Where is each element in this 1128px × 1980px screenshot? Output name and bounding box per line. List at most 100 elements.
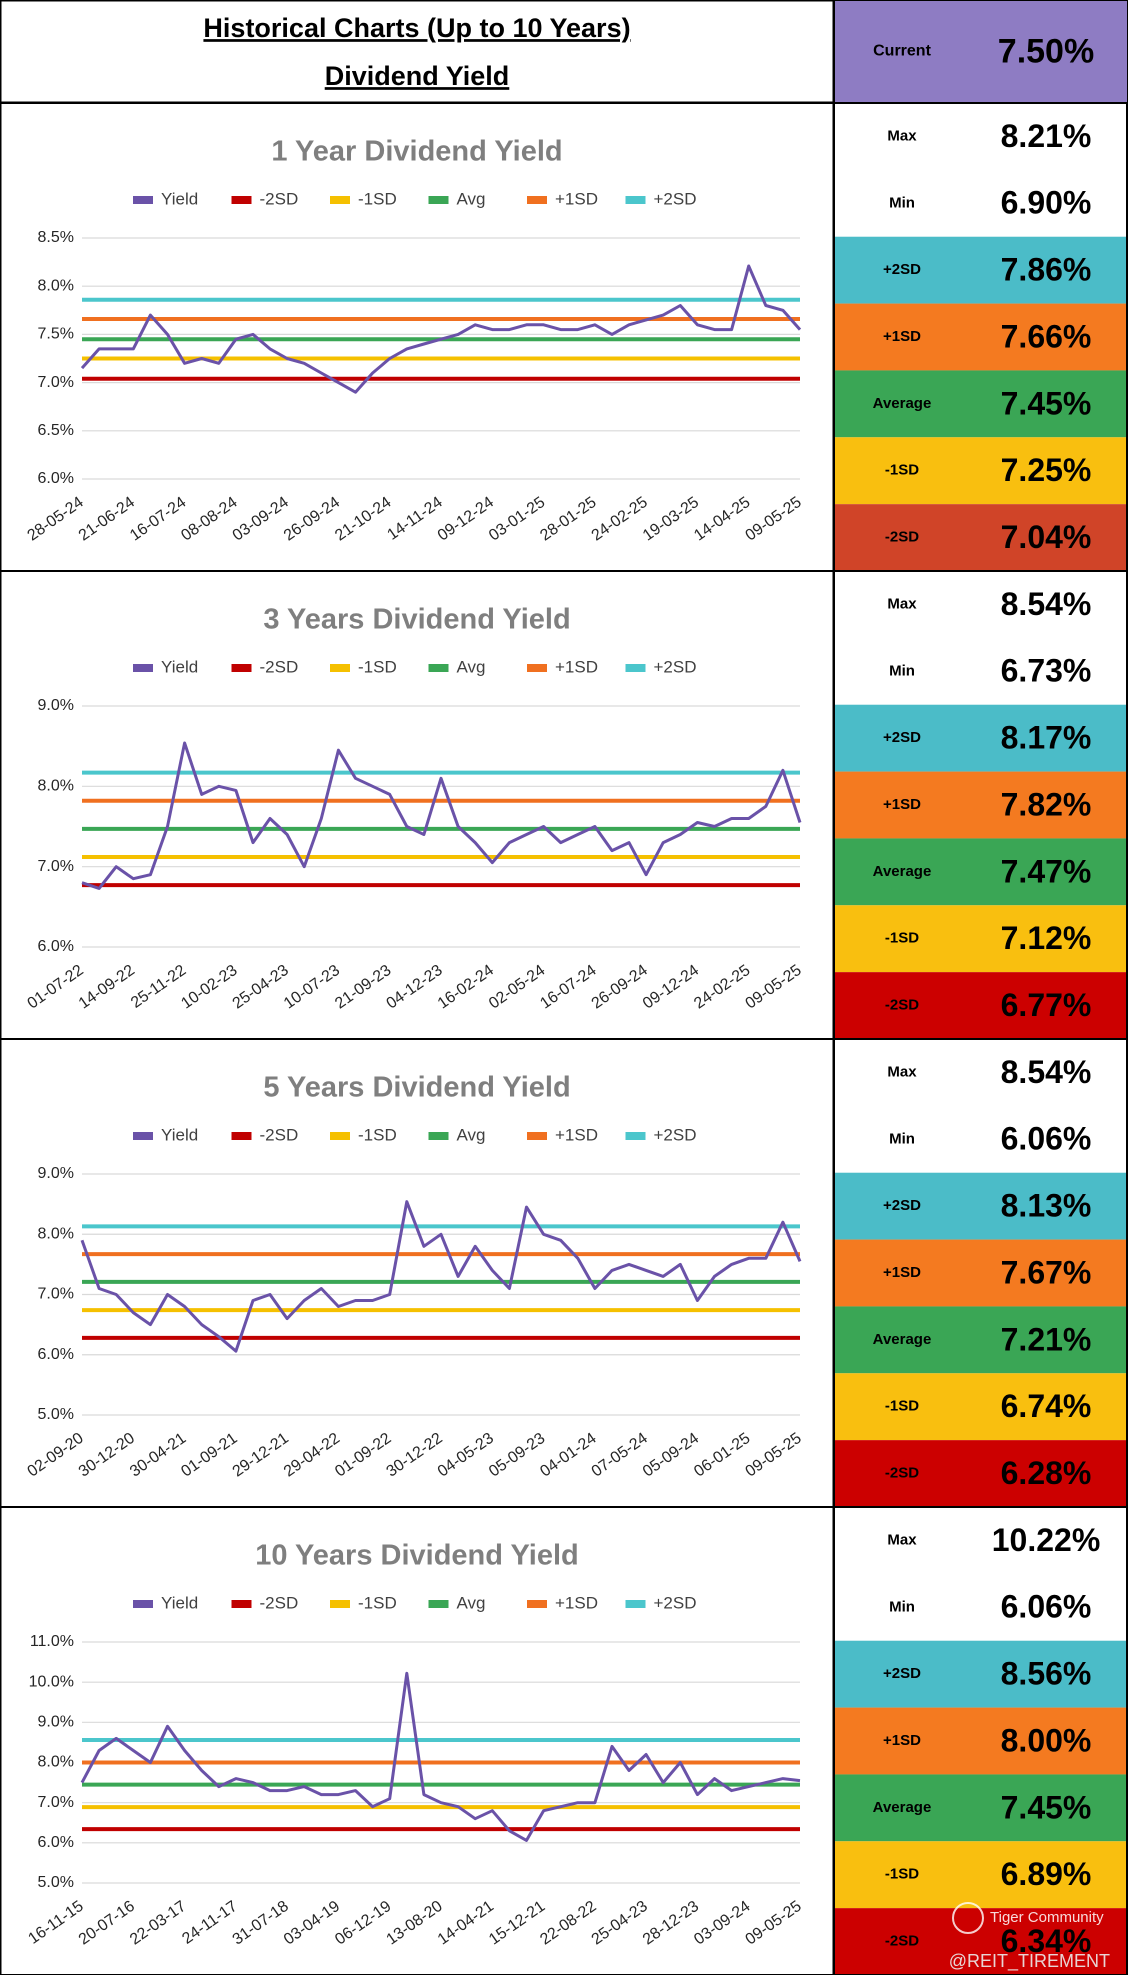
stat-value: 8.13% xyxy=(1001,1188,1092,1224)
legend-swatch xyxy=(133,1132,153,1140)
stat-value: 6.89% xyxy=(1001,1856,1092,1892)
chart-title: 1 Year Dividend Yield xyxy=(271,136,562,168)
legend-label: Avg xyxy=(457,189,486,208)
legend-label: +1SD xyxy=(555,1125,598,1144)
stat-cell xyxy=(834,1841,1128,1909)
stat-cell xyxy=(834,169,1128,237)
stat-label: +2SD xyxy=(883,1197,921,1214)
stat-value: 6.28% xyxy=(1001,1455,1092,1491)
watermark-brand: Tiger Community xyxy=(990,1909,1104,1926)
legend-swatch xyxy=(330,196,350,204)
stat-cell xyxy=(834,571,1128,638)
stat-cell xyxy=(834,1105,1128,1173)
y-tick-label: 7.0% xyxy=(38,858,74,875)
stat-label: -2SD xyxy=(885,997,919,1014)
y-tick-label: 10.0% xyxy=(29,1673,74,1690)
y-tick-label: 6.0% xyxy=(38,1834,74,1851)
stat-label: +2SD xyxy=(883,261,921,278)
y-tick-label: 8.0% xyxy=(38,778,74,795)
stat-label: -1SD xyxy=(885,930,919,947)
stat-value: 6.34% xyxy=(1001,1923,1092,1959)
y-tick-label: 9.0% xyxy=(38,1714,74,1731)
current-cell xyxy=(833,0,1128,104)
stat-cell xyxy=(834,771,1128,839)
legend-swatch xyxy=(428,1132,449,1140)
stat-label: -2SD xyxy=(885,1465,919,1482)
stat-label: Max xyxy=(887,1063,917,1080)
stat-value: 8.56% xyxy=(1001,1656,1092,1692)
legend-swatch xyxy=(625,1132,646,1140)
stat-value: 7.86% xyxy=(1001,252,1092,288)
stat-value: 6.74% xyxy=(1001,1388,1092,1424)
y-tick-label: 8.0% xyxy=(38,1225,74,1242)
legend-label: Yield xyxy=(161,657,198,676)
legend-label: Avg xyxy=(457,1125,486,1144)
legend-swatch xyxy=(231,1600,252,1608)
stat-cell xyxy=(834,1507,1128,1574)
stat-cell xyxy=(834,370,1128,438)
stat-value: 8.54% xyxy=(1001,1054,1092,1090)
stat-value: 6.06% xyxy=(1001,1121,1092,1157)
legend-swatch xyxy=(625,196,646,204)
stat-cell xyxy=(834,905,1128,973)
legend-label: -1SD xyxy=(358,1593,397,1612)
stat-value: 8.00% xyxy=(1001,1722,1092,1758)
stat-value: 7.04% xyxy=(1001,519,1092,555)
y-tick-label: 8.5% xyxy=(38,229,74,246)
stat-cell xyxy=(834,1039,1128,1106)
legend-label: +1SD xyxy=(555,1593,598,1612)
stat-label: Max xyxy=(887,1531,917,1548)
stat-value: 6.77% xyxy=(1001,987,1092,1023)
stat-label: +2SD xyxy=(883,729,921,746)
legend-label: +2SD xyxy=(654,1125,697,1144)
y-tick-label: 6.0% xyxy=(38,1346,74,1363)
legend-label: +1SD xyxy=(555,189,598,208)
y-tick-label: 7.0% xyxy=(38,374,74,391)
y-tick-label: 8.0% xyxy=(38,277,74,294)
stat-value: 6.73% xyxy=(1001,653,1092,689)
stat-cell xyxy=(834,1908,1128,1975)
legend-label: -2SD xyxy=(260,1125,299,1144)
stat-value: 7.21% xyxy=(1001,1321,1092,1357)
stat-label: -2SD xyxy=(885,529,919,546)
y-tick-label: 7.0% xyxy=(38,1286,74,1303)
stat-cell xyxy=(834,704,1128,772)
legend-swatch xyxy=(428,664,449,672)
legend-swatch xyxy=(330,1132,350,1140)
stat-cell xyxy=(834,1373,1128,1441)
legend-label: Yield xyxy=(161,189,198,208)
legend-label: +2SD xyxy=(654,189,697,208)
chart-title: 5 Years Dividend Yield xyxy=(263,1072,570,1104)
stat-label: Average xyxy=(873,1799,932,1816)
stat-cell xyxy=(834,1573,1128,1641)
legend-label: Yield xyxy=(161,1125,198,1144)
legend-label: -1SD xyxy=(358,1125,397,1144)
stat-label: +1SD xyxy=(883,1264,921,1281)
legend-label: +2SD xyxy=(654,1593,697,1612)
stat-cell xyxy=(834,1640,1128,1708)
stat-value: 8.54% xyxy=(1001,586,1092,622)
stat-label: Min xyxy=(889,1598,915,1615)
chart-title: 3 Years Dividend Yield xyxy=(263,604,570,636)
legend-swatch xyxy=(330,664,350,672)
stat-label: Min xyxy=(889,1130,915,1147)
stat-label: Min xyxy=(889,194,915,211)
legend-label: -1SD xyxy=(358,657,397,676)
stat-cell xyxy=(834,1774,1128,1842)
stat-value: 7.66% xyxy=(1001,318,1092,354)
legend-label: Yield xyxy=(161,1593,198,1612)
stat-value: 7.45% xyxy=(1001,1789,1092,1825)
stat-value: 6.90% xyxy=(1001,185,1092,221)
header-left xyxy=(0,0,835,104)
y-tick-label: 7.0% xyxy=(38,1794,74,1811)
stat-value: 7.25% xyxy=(1001,452,1092,488)
legend-swatch xyxy=(527,196,547,204)
stat-label: Average xyxy=(873,863,932,880)
chart-panel xyxy=(0,570,835,1040)
stat-label: Average xyxy=(873,1331,932,1348)
legend-swatch xyxy=(133,1600,153,1608)
legend-swatch xyxy=(625,1600,646,1608)
y-tick-label: 9.0% xyxy=(38,697,74,714)
